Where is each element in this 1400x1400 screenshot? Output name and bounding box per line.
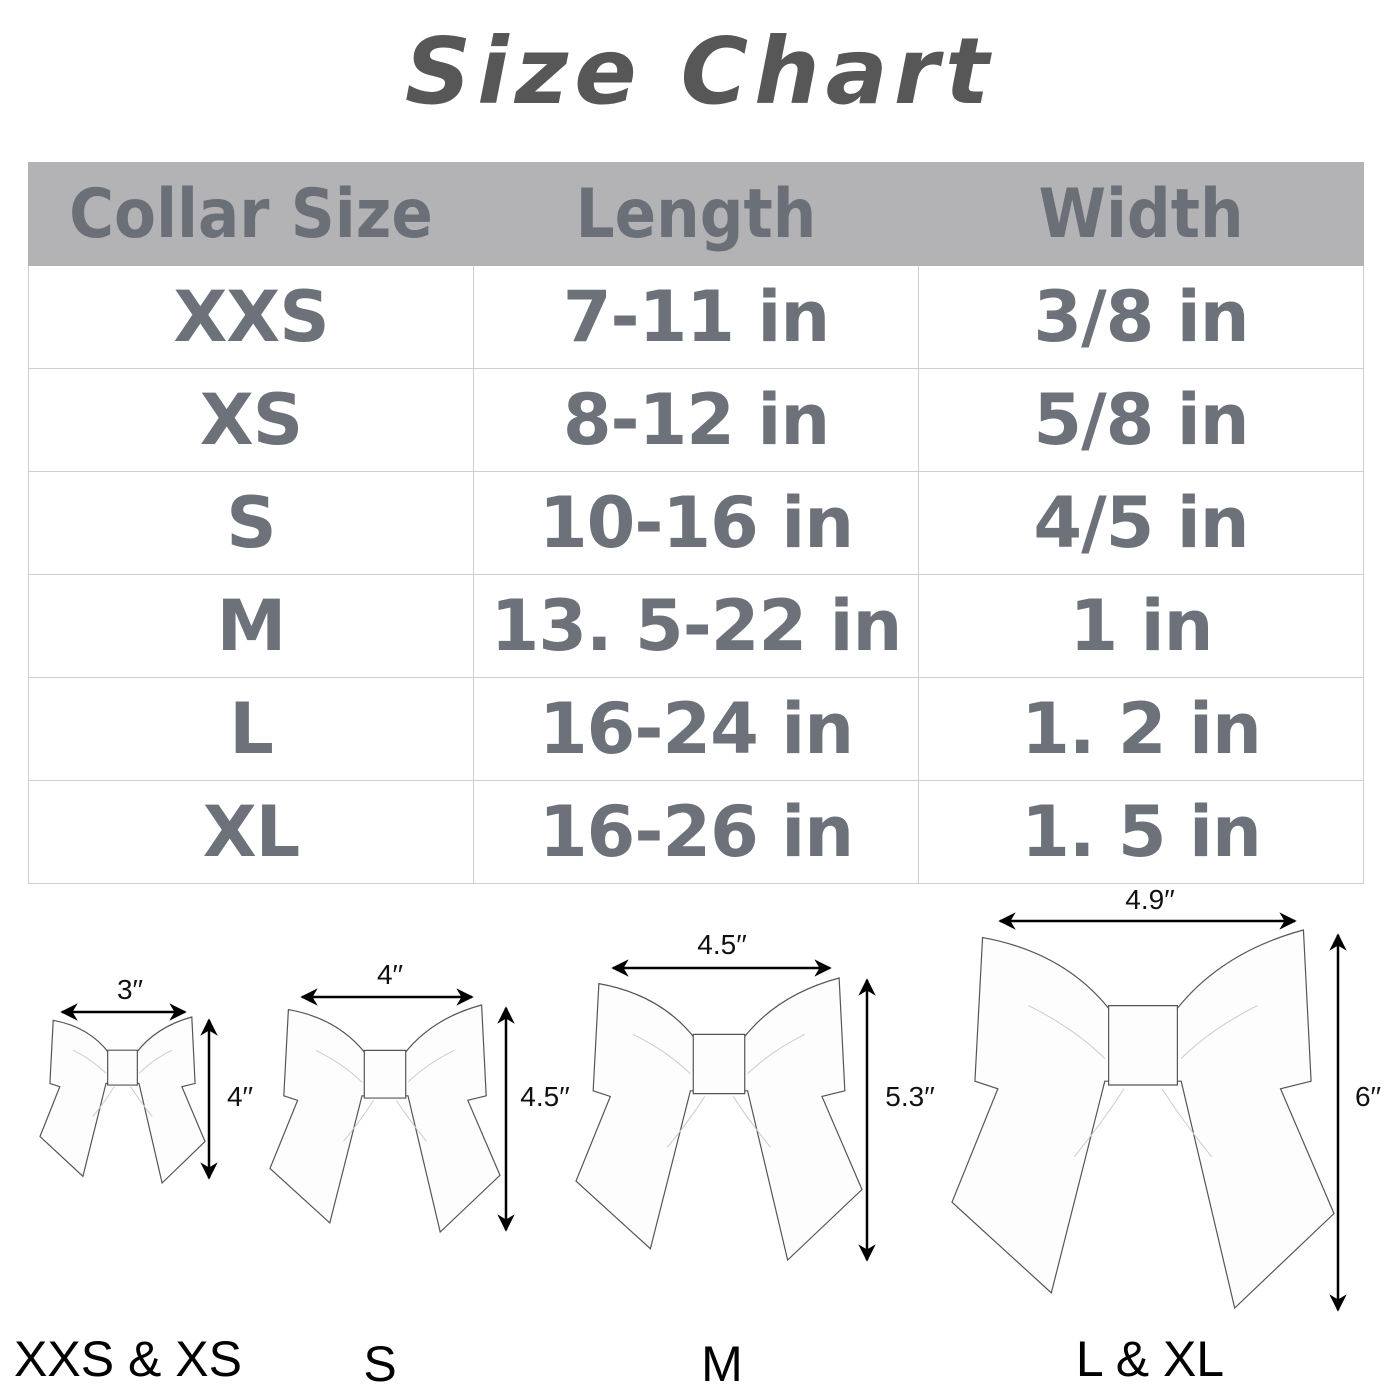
- bow-shape: [270, 1005, 500, 1232]
- bow-fold: [73, 1050, 172, 1116]
- page-title: Size Chart: [404, 18, 996, 125]
- cell-length: 8-12 in: [473, 368, 919, 472]
- cell-length: 10-16 in: [473, 471, 919, 575]
- cell-width: 3/8 in: [918, 265, 1364, 369]
- table-row: XXS 7-11 in 3/8 in: [28, 265, 1364, 369]
- bow-outline: [952, 930, 1334, 1308]
- bow-outline: [40, 1017, 205, 1183]
- cell-length: 7-11 in: [473, 265, 919, 369]
- bow-knot: [693, 1034, 744, 1093]
- cell-width: 1. 2 in: [918, 677, 1364, 781]
- header-length: Length: [473, 162, 919, 266]
- bow-shape: [952, 930, 1334, 1308]
- cell-length: 16-24 in: [473, 677, 919, 781]
- bow-height-label: 4.5′′: [520, 1081, 570, 1112]
- bow-height-label: 5.3′′: [885, 1081, 935, 1112]
- table-row: S 10-16 in 4/5 in: [28, 471, 1364, 575]
- bow-fold: [633, 1034, 805, 1147]
- cell-length: 13. 5-22 in: [473, 574, 919, 678]
- table-row: L 16-24 in 1. 2 in: [28, 677, 1364, 781]
- bow-size-label: XXS & XS: [14, 1331, 242, 1387]
- bow-outline: [576, 978, 862, 1260]
- cell-width: 5/8 in: [918, 368, 1364, 472]
- bow-size-label: S: [363, 1336, 397, 1392]
- bow-shape: [40, 1017, 205, 1183]
- size-table: Collar Size Length Width XXS 7-11 in 3/8 i…: [28, 162, 1364, 884]
- cell-width: 1 in: [918, 574, 1364, 678]
- bow-knot: [108, 1050, 138, 1085]
- bow-size-label: M: [701, 1336, 743, 1392]
- cell-width: 1. 5 in: [918, 780, 1364, 884]
- cell-width: 4/5 in: [918, 471, 1364, 575]
- bow-knot: [364, 1050, 405, 1098]
- cell-size: XL: [28, 780, 474, 884]
- table-row: XS 8-12 in 5/8 in: [28, 368, 1364, 472]
- header-collar-size: Collar Size: [28, 162, 474, 266]
- cell-size: L: [28, 677, 474, 781]
- bow-width-label: 4′′: [376, 959, 404, 990]
- cell-size: XXS: [28, 265, 474, 369]
- table-row: M 13. 5-22 in 1 in: [28, 574, 1364, 678]
- bow-height-label: 6′′: [1354, 1081, 1382, 1112]
- bow-width-label: 3′′: [116, 974, 144, 1005]
- bow-height-label: 4′′: [226, 1081, 254, 1112]
- bow-width-label: 4.5′′: [697, 929, 747, 960]
- bow-fold: [1028, 1006, 1257, 1157]
- cell-length: 16-26 in: [473, 780, 919, 884]
- cell-size: M: [28, 574, 474, 678]
- bow-fold: [316, 1050, 454, 1141]
- bow-size-label: L & XL: [1075, 1331, 1225, 1387]
- cell-size: XS: [28, 368, 474, 472]
- bow-shape: [576, 978, 862, 1260]
- header-width: Width: [918, 162, 1364, 266]
- cell-size: S: [28, 471, 474, 575]
- bow-outline: [270, 1005, 500, 1232]
- table-row: XL 16-26 in 1. 5 in: [28, 780, 1364, 884]
- bow-width-label: 4.9′′: [1125, 884, 1175, 915]
- bow-knot: [1109, 1006, 1178, 1085]
- table-header-row: Collar Size Length Width: [28, 162, 1364, 266]
